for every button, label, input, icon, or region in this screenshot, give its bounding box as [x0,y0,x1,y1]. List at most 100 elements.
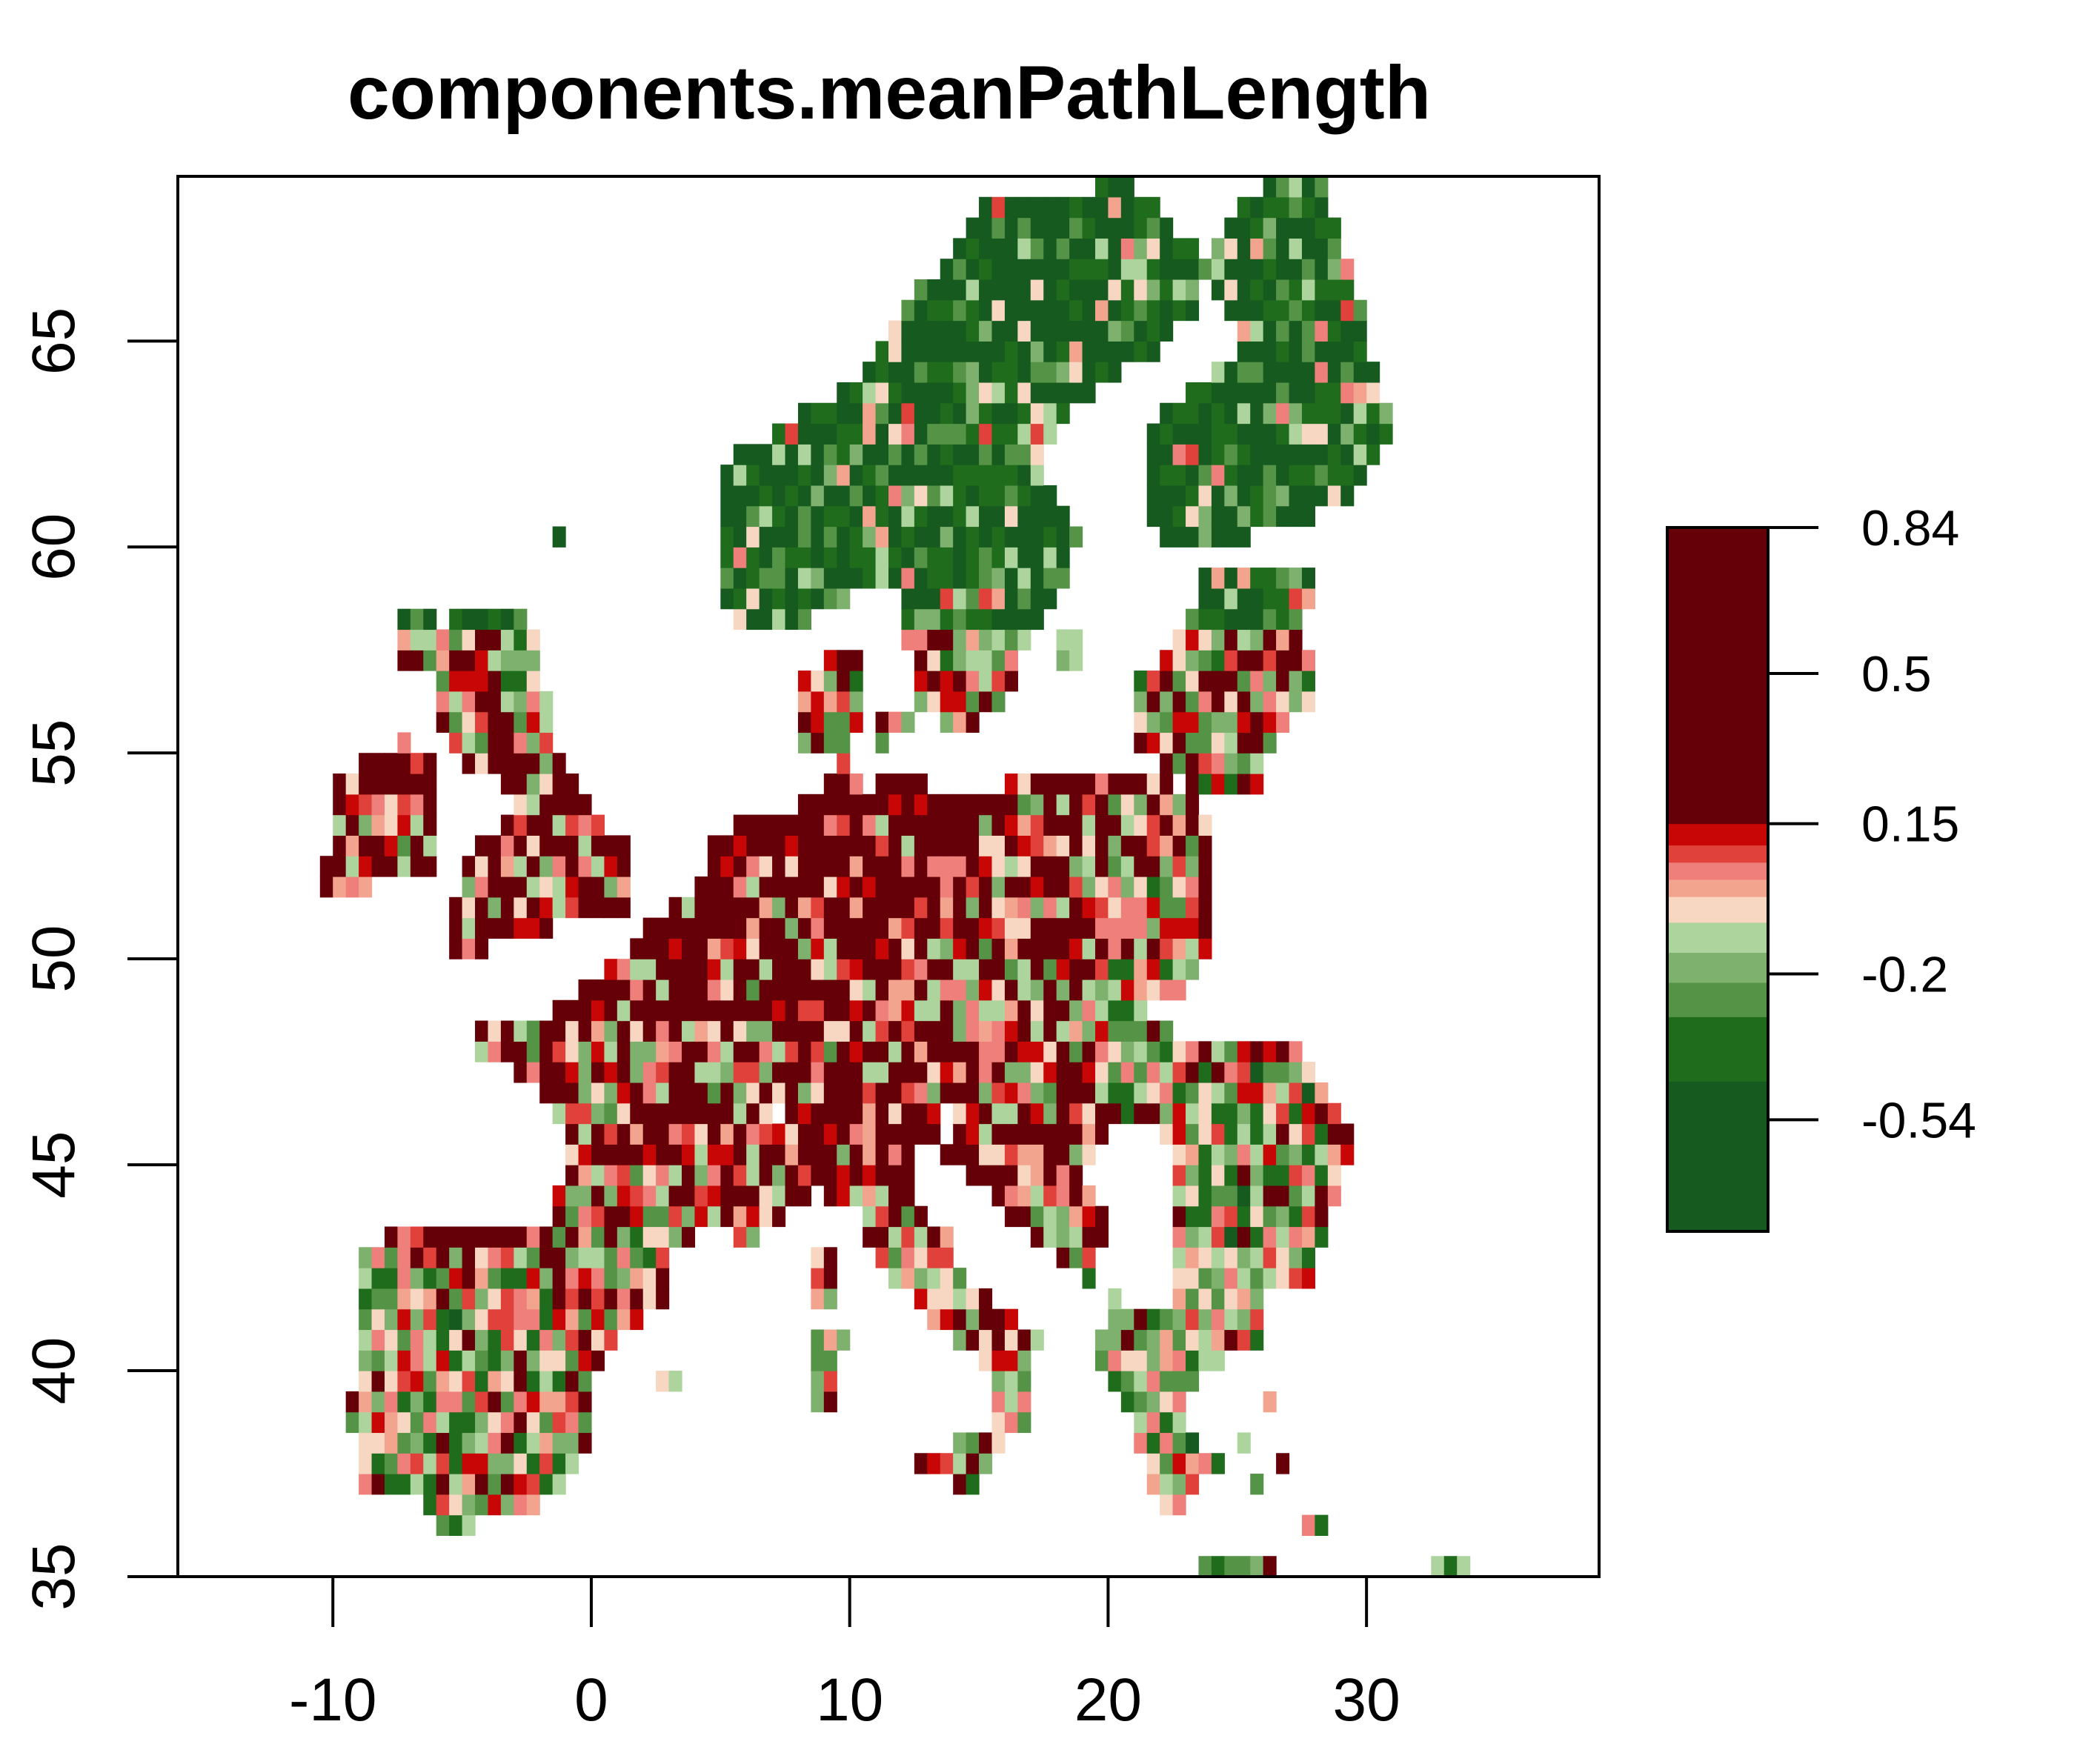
grid-cell [397,1411,411,1434]
grid-cell [772,835,786,856]
grid-cell [888,1062,903,1083]
grid-cell [1030,938,1044,959]
grid-cell [488,1474,502,1495]
grid-cell [1082,341,1096,362]
grid-cell [578,1062,592,1083]
grid-cell [578,1144,592,1165]
grid-cell [707,959,721,980]
grid-cell [1353,320,1367,342]
grid-cell [1224,629,1238,651]
grid-cell [617,959,631,980]
grid-cell [514,671,528,692]
grid-cell [526,1226,540,1248]
grid-cell [901,568,915,589]
grid-cell [863,938,877,959]
grid-cell [772,814,786,836]
grid-cell [591,1268,605,1289]
grid-cell [1289,1268,1303,1289]
grid-cell [1094,238,1109,259]
grid-cell [991,896,1006,919]
grid-cell [1301,299,1315,322]
grid-cell [656,1102,670,1125]
grid-cell [823,465,837,486]
grid-cell [785,423,799,445]
grid-cell [797,1102,811,1125]
grid-cell [863,1102,877,1125]
grid-cell [966,1474,980,1495]
grid-cell [1237,1226,1251,1248]
grid-cell [1043,856,1057,877]
grid-cell [863,1185,877,1207]
grid-cell [1224,279,1238,301]
grid-cell [1172,1102,1186,1125]
grid-cell [410,608,424,631]
grid-cell [578,1391,592,1413]
grid-cell [462,691,476,713]
grid-cell [759,896,773,919]
grid-cell [837,753,851,774]
grid-cell [875,382,889,404]
grid-cell [875,1041,889,1062]
grid-cell [1250,1185,1264,1207]
grid-cell [552,1041,566,1062]
grid-cell [733,814,747,836]
grid-cell [539,1411,554,1434]
grid-cell [410,650,424,671]
grid-cell [888,485,903,507]
grid-cell [539,1432,554,1454]
grid-cell [888,814,903,836]
grid-cell [1146,814,1160,836]
grid-cell [359,1350,373,1371]
grid-cell [1120,1308,1134,1331]
grid-cell [1017,1144,1031,1165]
grid-cell [1004,259,1018,280]
grid-cell [514,1288,528,1310]
grid-cell [1198,876,1212,898]
grid-cell [578,1350,592,1371]
grid-cell [733,1144,747,1165]
grid-cell [720,1102,734,1125]
grid-cell [1237,217,1251,239]
grid-cell [914,629,928,651]
grid-cell [1030,402,1044,425]
grid-cell [565,1082,579,1104]
grid-cell [488,753,502,774]
grid-cell [1172,1165,1186,1186]
grid-cell [682,1144,696,1165]
grid-cell [1211,1041,1225,1062]
grid-cell [500,711,514,733]
grid-cell [449,1226,463,1248]
grid-cell [1108,320,1122,342]
grid-cell [979,938,993,959]
grid-cell [888,1082,903,1104]
grid-cell [1069,1205,1083,1228]
grid-cell [1030,299,1044,322]
grid-cell [591,1041,605,1062]
grid-cell [1056,299,1070,322]
grid-cell [591,1185,605,1207]
grid-cell [1340,485,1355,507]
grid-cell [888,979,903,1001]
grid-cell [849,650,863,671]
grid-cell [953,671,967,692]
grid-cell [901,814,915,836]
grid-cell [475,876,489,898]
grid-cell [1120,1082,1134,1104]
grid-cell [682,1185,696,1207]
grid-cell [1017,362,1031,383]
grid-cell [1030,1205,1044,1228]
grid-cell [797,1020,811,1042]
grid-cell [630,1268,644,1289]
grid-cell [539,1020,554,1042]
grid-cell [514,814,528,836]
grid-cell [927,1020,941,1042]
grid-cell [1301,1123,1315,1145]
grid-cell [1250,1123,1264,1145]
grid-cell [436,1514,450,1537]
grid-cell [1134,814,1148,836]
grid-cell [1211,1288,1225,1310]
grid-cell [875,711,889,733]
grid-cell [823,917,837,939]
grid-cell [953,896,967,919]
grid-cell [991,1102,1006,1125]
